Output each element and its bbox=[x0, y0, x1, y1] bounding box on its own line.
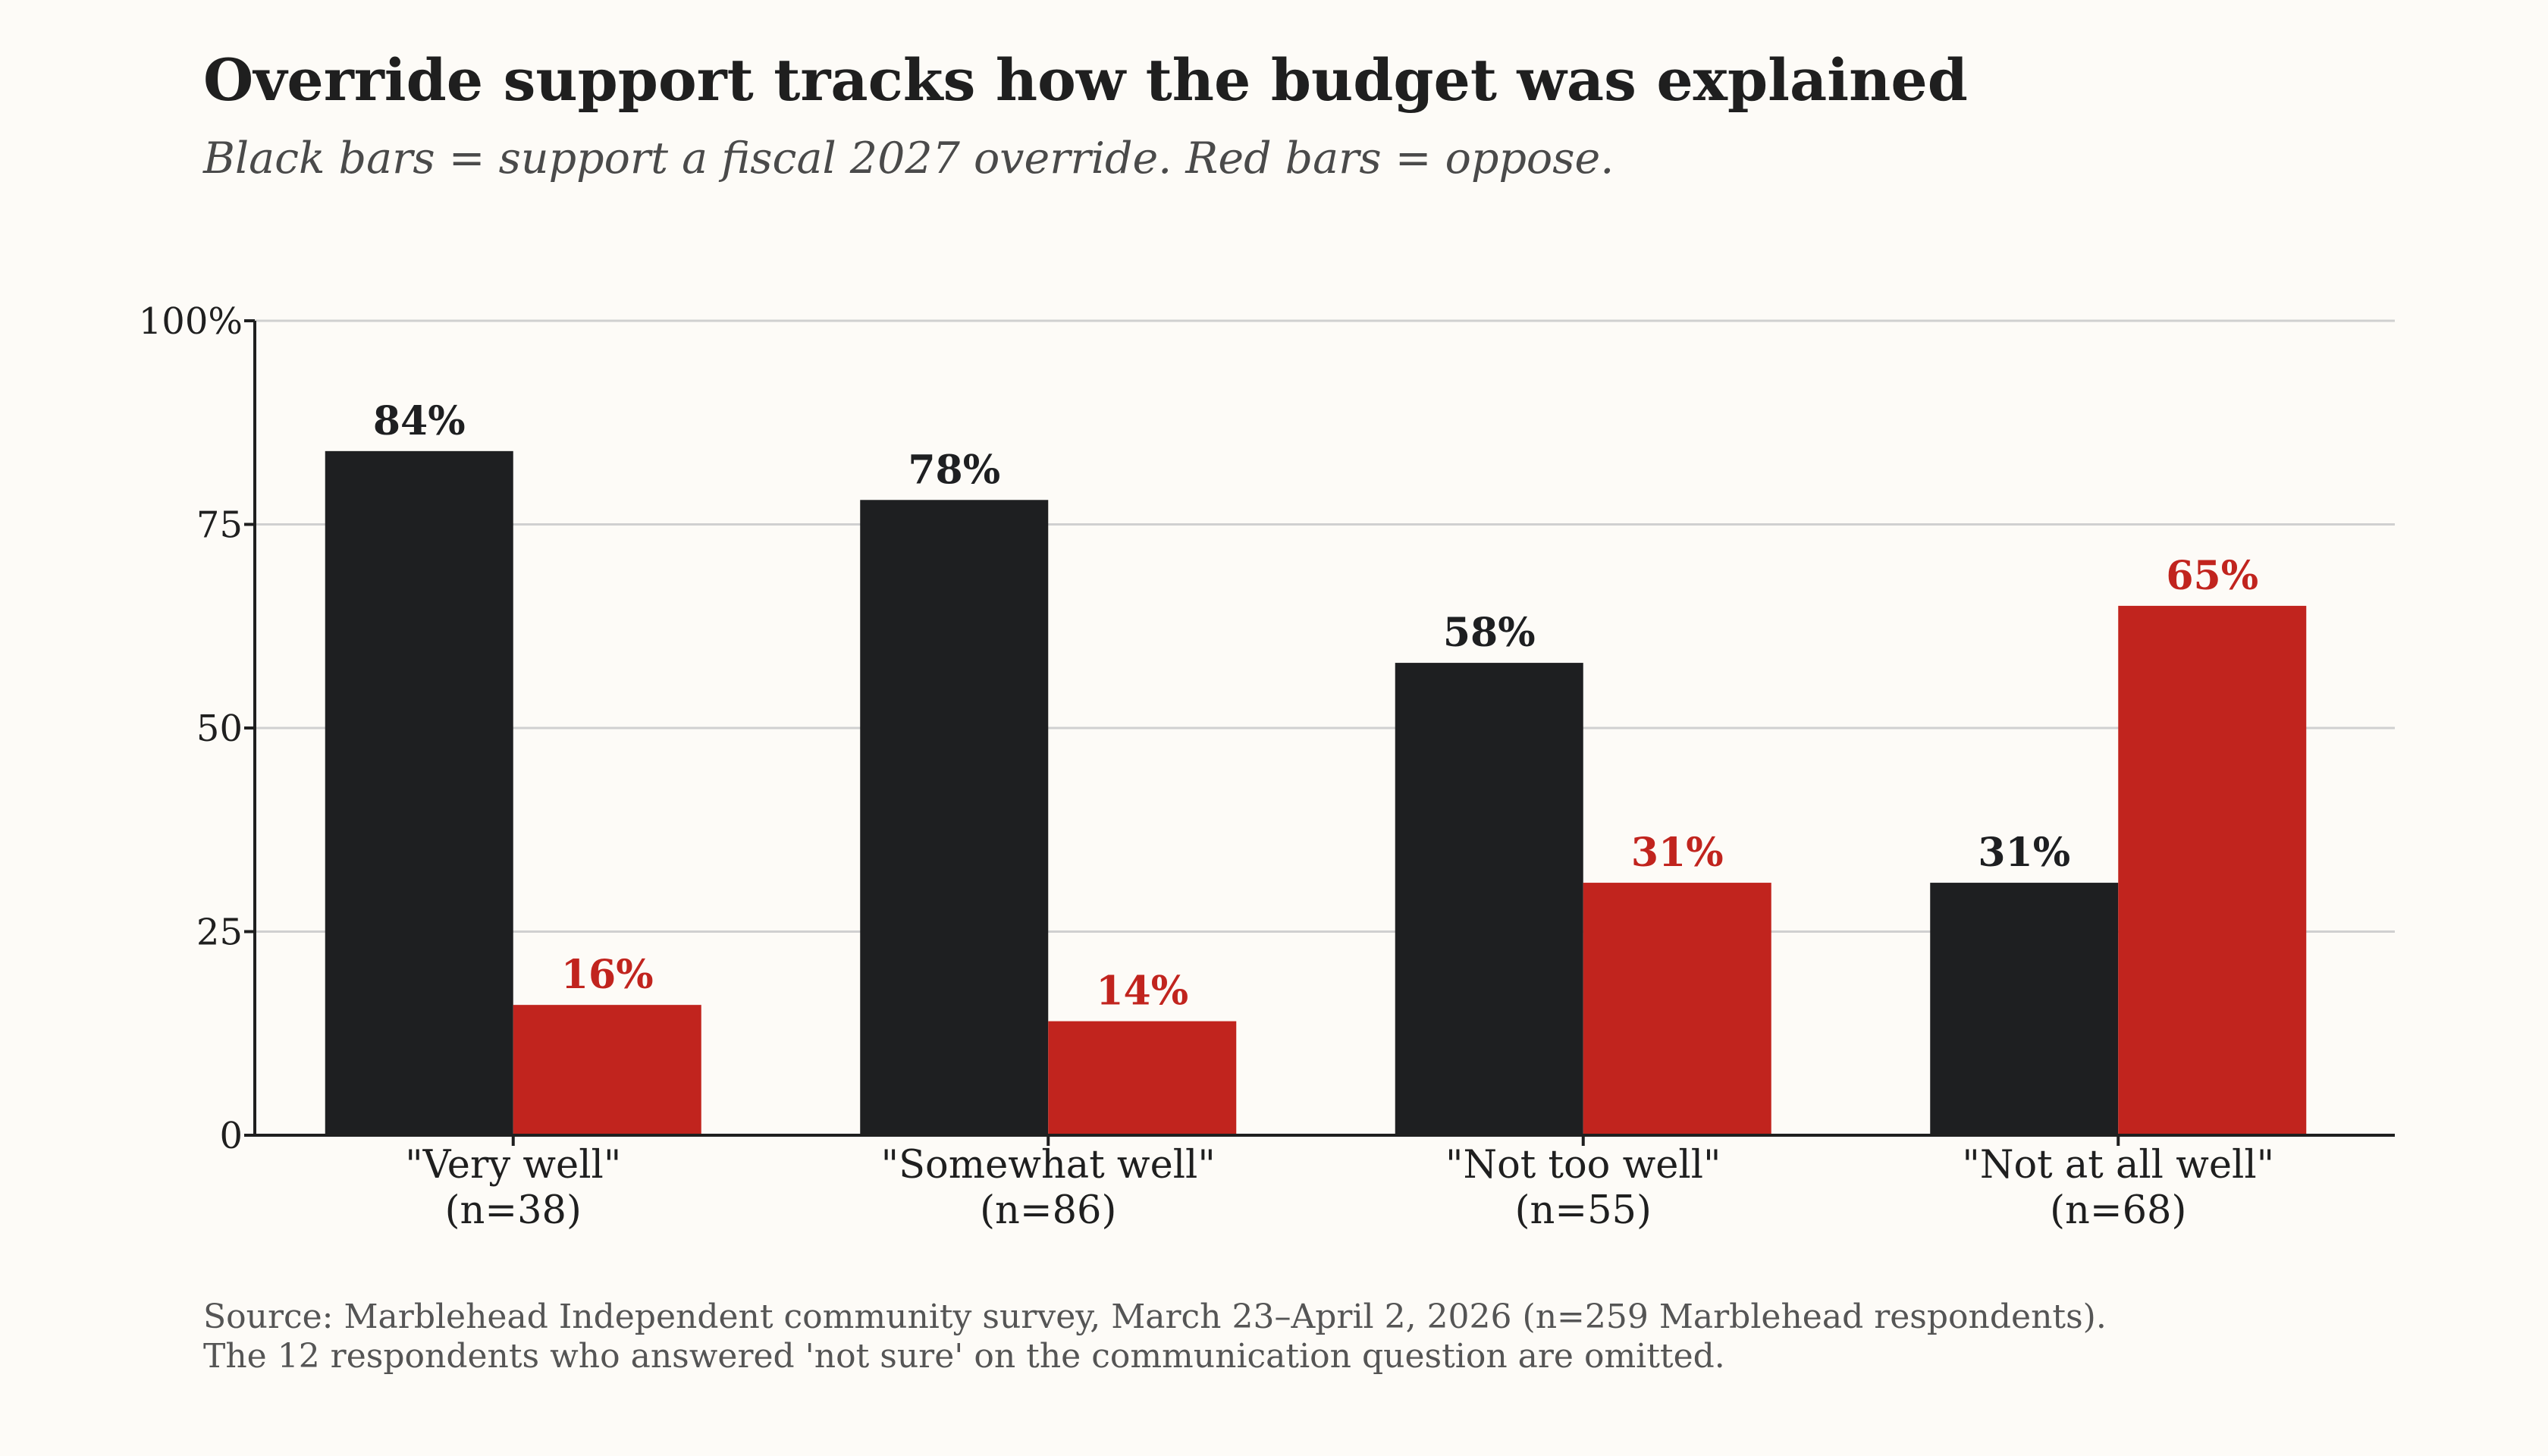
oppose-bar bbox=[513, 1005, 701, 1135]
oppose-value-label: 65% bbox=[2166, 553, 2258, 599]
support-value-label: 58% bbox=[1443, 610, 1536, 656]
oppose-value-label: 16% bbox=[561, 952, 654, 998]
category-label: "Somewhat well" bbox=[881, 1143, 1216, 1188]
y-tick-label: 75 bbox=[196, 504, 243, 547]
chart-subtitle: Black bars = support a fiscal 2027 overr… bbox=[202, 133, 1614, 184]
category-label: "Not too well" bbox=[1445, 1143, 1721, 1188]
y-tick-label: 100% bbox=[139, 300, 243, 343]
oppose-bar bbox=[2118, 605, 2307, 1135]
support-bar bbox=[860, 500, 1049, 1135]
category-sample-size: (n=55) bbox=[1515, 1188, 1652, 1233]
y-tick-label: 50 bbox=[196, 708, 243, 750]
chart-title: Override support tracks how the budget w… bbox=[203, 46, 1968, 114]
gridlines bbox=[255, 319, 2395, 933]
oppose-value-label: 14% bbox=[1096, 968, 1188, 1015]
support-bar bbox=[1395, 663, 1583, 1135]
oppose-bar bbox=[1048, 1021, 1237, 1135]
support-bar bbox=[1930, 883, 2119, 1135]
category-label: "Very well" bbox=[405, 1143, 621, 1188]
axes bbox=[244, 319, 2395, 1146]
source-line-1: Source: Marblehead Independent community… bbox=[203, 1298, 2107, 1336]
support-value-label: 31% bbox=[1978, 830, 2070, 876]
oppose-bar bbox=[1583, 883, 1771, 1135]
support-bar bbox=[325, 450, 513, 1135]
category-sample-size: (n=68) bbox=[2050, 1188, 2186, 1233]
y-tick-label: 25 bbox=[196, 912, 243, 954]
support-value-label: 84% bbox=[373, 398, 466, 444]
support-value-label: 78% bbox=[908, 447, 1000, 493]
oppose-value-label: 31% bbox=[1631, 830, 1724, 876]
source-line-2: The 12 respondents who answered 'not sur… bbox=[203, 1337, 1725, 1376]
labels: 0 25 50 75 100% 84% 16% "Very well"(n=38) 78% 14%… bbox=[139, 300, 2274, 1233]
category-sample-size: (n=38) bbox=[445, 1188, 582, 1233]
category-sample-size: (n=86) bbox=[980, 1188, 1116, 1233]
category-label: "Not at all well" bbox=[1962, 1143, 2274, 1188]
y-tick-label: 0 bbox=[219, 1115, 243, 1157]
bars bbox=[325, 450, 2307, 1135]
